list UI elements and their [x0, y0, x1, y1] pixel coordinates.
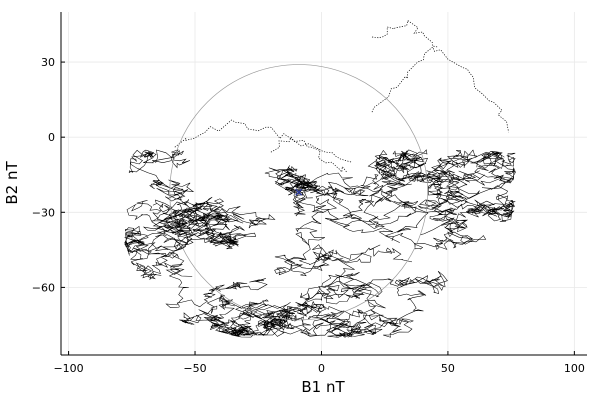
hodogram-band-segment: [301, 274, 414, 338]
center-marker: [295, 188, 303, 196]
hodogram-excursion: [371, 19, 438, 48]
hodogram-band-segment: [173, 200, 276, 250]
hodogram-band-segment: [179, 293, 311, 338]
hodogram-excursion: [371, 46, 509, 133]
y-tick-label: 30: [41, 56, 55, 69]
hodogram-band-segment: [264, 150, 471, 217]
x-tick-label: 100: [564, 362, 585, 375]
tick-labels: −100 −50 0 50 100 −60 −30 0 30: [32, 56, 585, 375]
overlay-layer: [169, 64, 429, 321]
hodogram-band-segment: [284, 151, 514, 194]
hodogram-excursion: [174, 119, 352, 163]
y-tick-label: −30: [32, 206, 55, 219]
hodogram-band-segment: [219, 244, 413, 336]
y-tick-label: 0: [48, 131, 55, 144]
x-axis-label: B1 nT: [301, 378, 345, 396]
axes-layer: [60, 12, 587, 356]
hodogram-band-segment: [274, 170, 417, 277]
hodogram-band-segment: [385, 149, 516, 250]
x-tick-label: −50: [183, 362, 206, 375]
y-axis-label: B2 nT: [3, 161, 21, 205]
hodogram-band-segment: [398, 156, 516, 226]
hodogram-band-segment: [315, 149, 469, 237]
x-tick-label: −100: [53, 362, 83, 375]
hodogram-excursion: [270, 136, 348, 173]
hodogram-trace: [124, 19, 516, 338]
x-tick-label: 50: [441, 362, 455, 375]
grid-layer: [61, 12, 587, 355]
reference-circle: [169, 64, 429, 321]
y-tick-label: −60: [32, 281, 55, 294]
hodogram-band-segment: [128, 149, 239, 236]
x-tick-label: 0: [318, 362, 325, 375]
hodogram-band-segment: [213, 270, 448, 338]
center-marker-stroke: [295, 188, 303, 196]
hodogram-band-segment: [124, 225, 268, 308]
